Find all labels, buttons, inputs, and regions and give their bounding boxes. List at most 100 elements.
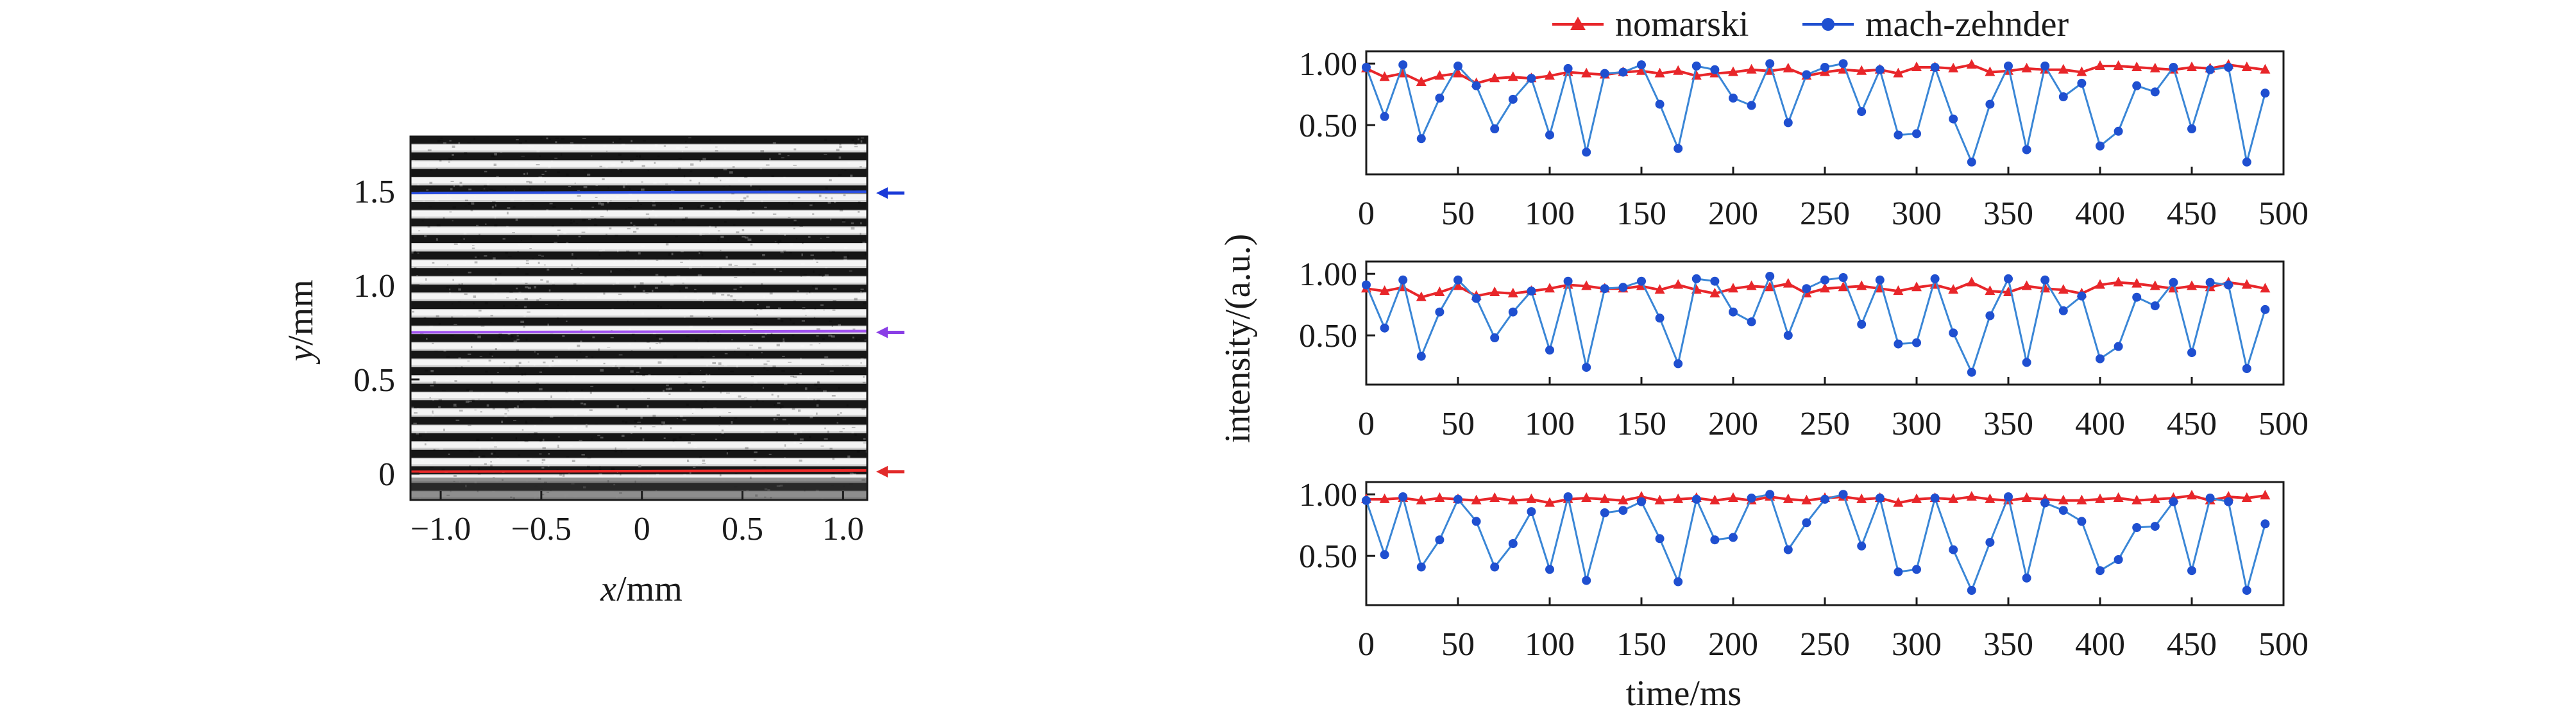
point-mach-zehnder (1930, 274, 1940, 283)
speckle (570, 445, 573, 447)
speckle (642, 374, 645, 376)
speckle (838, 156, 842, 159)
speckle (414, 412, 418, 414)
speckle (850, 396, 852, 398)
point-mach-zehnder (1820, 275, 1829, 285)
speckle (721, 435, 725, 437)
speckle (577, 267, 579, 269)
point-mach-zehnder (1490, 333, 1500, 342)
point-mach-zehnder (2132, 81, 2142, 90)
speckle (589, 392, 592, 394)
speckle (690, 315, 693, 317)
speckle (824, 138, 827, 141)
point-mach-zehnder (1912, 129, 1921, 138)
speckle (749, 210, 752, 212)
dark-fringe (411, 317, 867, 326)
speckle (584, 397, 588, 399)
speckle (839, 431, 843, 433)
point-nomarski (1985, 493, 1996, 503)
speckle (425, 217, 428, 219)
speckle (510, 198, 514, 201)
speckle (525, 283, 528, 284)
speckle (516, 405, 519, 408)
point-mach-zehnder (2224, 497, 2233, 506)
marked-line-red (411, 469, 867, 473)
point-nomarski (2241, 62, 2252, 71)
speckle (532, 181, 535, 183)
speckle (836, 422, 838, 424)
speckle (502, 310, 506, 312)
point-mach-zehnder (2260, 519, 2270, 529)
speckle (467, 142, 471, 143)
speckle (515, 365, 520, 367)
speckle (515, 298, 518, 300)
point-mach-zehnder (1618, 67, 1628, 77)
speckle (843, 256, 847, 258)
speckle (795, 413, 797, 415)
speckle (811, 292, 813, 294)
dark-fringe (411, 218, 867, 227)
speckle (847, 455, 851, 458)
speckle (534, 286, 537, 288)
speckle (750, 244, 753, 246)
speckle (618, 153, 622, 156)
speckle (586, 411, 588, 413)
time-series-panels: 0.501.000 50 100 150 200 250 300 350 400 450 5000.… (1299, 46, 2309, 663)
point-nomarski (2021, 280, 2032, 290)
speckle (682, 282, 684, 284)
speckle (793, 442, 797, 444)
speckle (498, 333, 502, 335)
x-tick-label: 300 (1892, 406, 1942, 442)
speckle (709, 139, 711, 140)
speckle (721, 429, 724, 431)
point-nomarski (2187, 280, 2197, 290)
speckle (579, 210, 581, 213)
speckle (534, 425, 536, 426)
speckle (471, 202, 475, 205)
speckle (453, 324, 457, 326)
speckle (831, 197, 833, 199)
speckle (751, 358, 753, 360)
speckle (824, 154, 827, 155)
speckle (699, 181, 700, 185)
speckle (690, 170, 693, 172)
point-nomarski (1654, 494, 1665, 504)
speckle (603, 145, 607, 147)
speckle (767, 194, 770, 196)
speckle (721, 294, 725, 296)
speckle (702, 233, 705, 235)
speckle (429, 397, 431, 399)
point-nomarski (1728, 492, 1738, 502)
speckle (812, 285, 815, 288)
speckle (518, 381, 520, 383)
point-mach-zehnder (1765, 490, 1775, 499)
speckle (725, 256, 728, 259)
speckle (691, 413, 694, 414)
speckle (632, 303, 634, 305)
speckle (776, 344, 780, 347)
speckle (634, 260, 637, 262)
point-nomarski (1581, 280, 1592, 290)
speckle (430, 462, 433, 465)
speckle (439, 159, 442, 162)
speckle (566, 242, 569, 245)
speckle (817, 461, 819, 463)
speckle (768, 453, 772, 455)
x-tick-label: 450 (2167, 406, 2217, 442)
speckle (478, 317, 480, 318)
speckle (802, 242, 804, 244)
speckle (753, 322, 757, 324)
speckle (594, 218, 597, 219)
speckle (612, 362, 616, 365)
speckle (585, 425, 588, 428)
speckle (591, 356, 593, 358)
speckle (842, 219, 845, 222)
speckle (777, 243, 780, 245)
point-mach-zehnder (2132, 292, 2142, 302)
speckle (631, 333, 635, 336)
speckle (790, 295, 792, 297)
speckle (460, 310, 463, 311)
speckle (809, 213, 812, 215)
point-mach-zehnder (2132, 523, 2142, 532)
point-nomarski (2113, 276, 2124, 287)
